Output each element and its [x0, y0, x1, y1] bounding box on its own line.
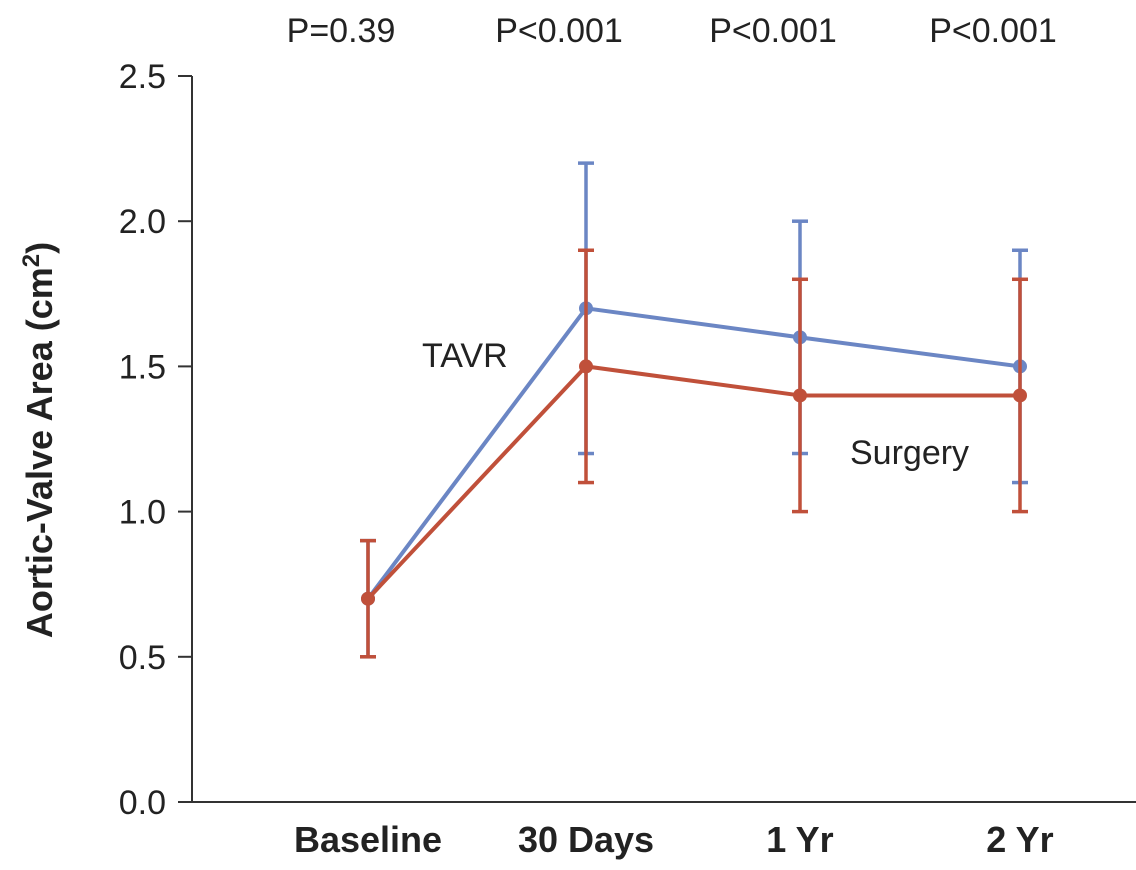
series-line: [366, 306, 1021, 600]
series: [360, 161, 1028, 659]
x-tick-label: Baseline: [294, 819, 442, 860]
y-tick-label: 1.5: [119, 348, 166, 386]
x-tick-label: 1 Yr: [766, 819, 833, 860]
p-values: P=0.39 P<0.001 P<0.001 P<0.001: [287, 12, 1057, 50]
y-axis-label: Aortic-Valve Area (cm2): [18, 242, 61, 638]
series-label-surgery: Surgery: [850, 434, 969, 472]
y-tick-label: 2.5: [119, 58, 166, 96]
y-tick-label: 0.0: [119, 784, 166, 822]
axes: [191, 76, 1136, 803]
x-tick-label: 30 Days: [518, 819, 654, 860]
x-tick-label: 2 Yr: [986, 819, 1053, 860]
y-ticks: 0.0 0.5 1.0 1.5 2.0 2.5: [119, 58, 192, 822]
y-tick-label: 0.5: [119, 639, 166, 677]
series-label-tavr: TAVR: [422, 337, 508, 375]
p-value-label: P<0.001: [929, 12, 1057, 50]
data-point: [793, 388, 807, 403]
series-tavr: [360, 161, 1028, 659]
p-value-label: P=0.39: [287, 12, 396, 50]
series-line: [366, 364, 1020, 601]
series-surgery: [360, 248, 1028, 659]
y-tick-label: 1.0: [119, 494, 166, 532]
data-point: [1013, 388, 1027, 403]
p-value-label: P<0.001: [495, 12, 623, 50]
x-ticks: Baseline 30 Days 1 Yr 2 Yr: [294, 819, 1054, 860]
p-value-label: P<0.001: [709, 12, 837, 50]
y-tick-label: 2.0: [119, 203, 166, 241]
data-point: [361, 591, 375, 606]
data-point: [579, 359, 593, 374]
